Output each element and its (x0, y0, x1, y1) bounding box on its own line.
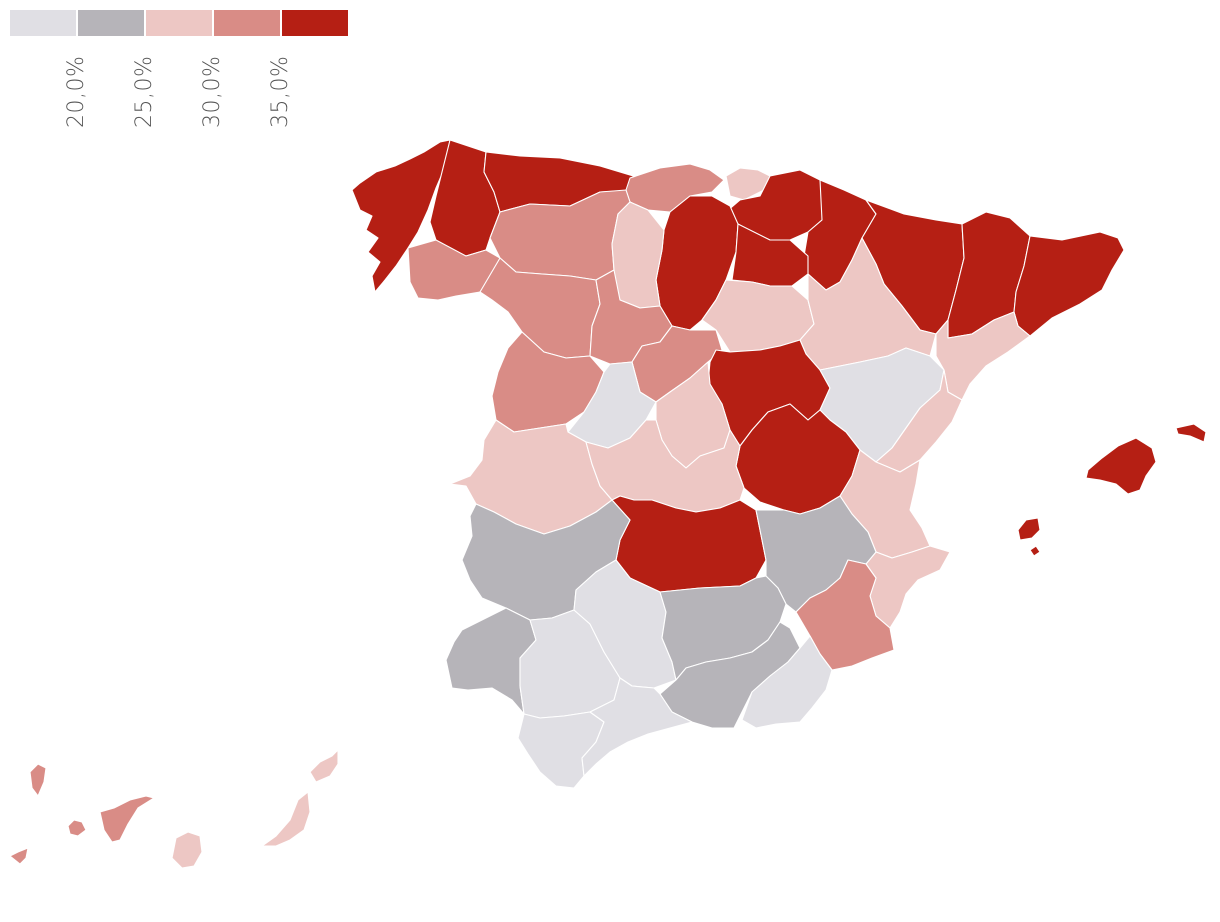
legend-swatch-4 (214, 10, 280, 36)
legend-swatch-5 (282, 10, 348, 36)
region-fuerteventura[interactable] (261, 791, 311, 847)
legend-swatch-2 (78, 10, 144, 36)
region-gran-canaria[interactable] (171, 831, 203, 869)
region-almeria[interactable] (741, 635, 833, 729)
color-legend: 20,0% 25,0% 30,0% 35,0% (10, 10, 350, 128)
region-tenerife[interactable] (99, 795, 155, 843)
region-la-palma[interactable] (29, 763, 47, 797)
region-ibiza[interactable] (1017, 517, 1041, 541)
region-lanzarote[interactable] (309, 749, 339, 783)
region-tarragona[interactable] (935, 311, 1031, 401)
region-mallorca[interactable] (1085, 437, 1157, 495)
region-menorca[interactable] (1175, 423, 1207, 443)
region-girona-barcelona[interactable] (1013, 231, 1125, 337)
legend-swatch-1 (10, 10, 76, 36)
region-malaga[interactable] (581, 677, 693, 777)
region-formentera[interactable] (1029, 545, 1041, 557)
legend-swatch-3 (146, 10, 212, 36)
region-el-hierro[interactable] (9, 847, 29, 865)
region-palencia[interactable] (611, 201, 665, 309)
region-ciudad-real[interactable] (611, 495, 767, 593)
region-la-gomera[interactable] (67, 819, 87, 837)
region-alicante[interactable] (865, 545, 951, 629)
